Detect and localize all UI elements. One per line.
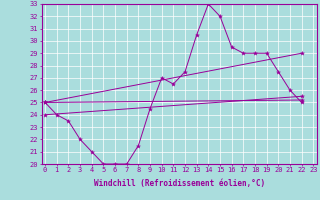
X-axis label: Windchill (Refroidissement éolien,°C): Windchill (Refroidissement éolien,°C) <box>94 179 265 188</box>
